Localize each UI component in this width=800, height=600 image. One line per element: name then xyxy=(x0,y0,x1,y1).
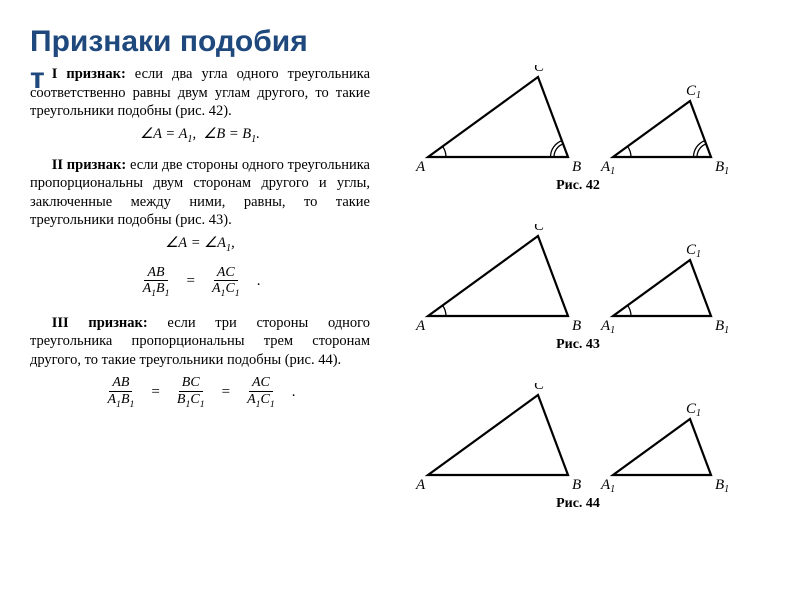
figure-44: A B C A1 B1 C1 Рис. 44 xyxy=(386,383,770,512)
svg-text:C1: C1 xyxy=(686,242,701,260)
criterion-3-fractions: AB A1B1 = BC B1C1 = AC A1C1 . xyxy=(30,375,370,410)
svg-text:B: B xyxy=(572,477,581,493)
figure-44-svg: A B C A1 B1 C1 xyxy=(403,383,753,493)
title-stray-char: т xyxy=(30,62,45,96)
figure-42-svg: A B C A1 B1 C1 xyxy=(403,65,753,175)
frac-ac-3: AC A1C1 xyxy=(244,375,278,410)
figure-44-caption: Рис. 44 xyxy=(556,496,600,512)
page-title: Признаки подобия xyxy=(30,25,770,59)
figure-42: A B C A1 B1 C1 Рис. 42 xyxy=(386,65,770,194)
period: . xyxy=(292,383,296,402)
figure-43: A B C A1 B1 C1 Рис. 43 xyxy=(386,224,770,353)
criterion-1-label: I признак: xyxy=(52,66,126,82)
frac-ab-3: AB A1B1 xyxy=(104,375,137,410)
criterion-3: III признак: если три стороны одного тре… xyxy=(30,314,370,370)
criterion-2: II признак: если две стороны одного треу… xyxy=(30,156,370,230)
svg-text:A1: A1 xyxy=(600,318,615,334)
svg-text:A1: A1 xyxy=(600,477,615,493)
criterion-1-formula: ∠A = A1, ∠B = B1. xyxy=(30,125,370,146)
text-column: I признак: если два угла одного треуголь… xyxy=(30,65,370,512)
frac-ab: AB A1B1 xyxy=(140,265,173,300)
criterion-2-label: II признак: xyxy=(52,157,126,173)
criterion-1: I признак: если два угла одного треуголь… xyxy=(30,65,370,121)
svg-text:A: A xyxy=(415,159,426,175)
equals-icon: = xyxy=(222,383,230,402)
equals-icon: = xyxy=(151,383,159,402)
figures-column: ABCA1B1C1 Рис. 42 ABCA1B1C1 Рис. 43 ABCA… xyxy=(386,65,770,512)
svg-text:C: C xyxy=(534,65,545,75)
svg-text:C1: C1 xyxy=(686,401,701,419)
svg-text:C1: C1 xyxy=(686,83,701,101)
svg-text:B1: B1 xyxy=(715,318,729,334)
svg-text:A: A xyxy=(415,477,426,493)
figure-43-svg: A B C A1 B1 C1 xyxy=(403,224,753,334)
svg-text:C: C xyxy=(534,383,545,393)
period: . xyxy=(257,272,261,291)
svg-text:A: A xyxy=(415,318,426,334)
svg-text:A1: A1 xyxy=(600,159,615,175)
figure-42-caption: Рис. 42 xyxy=(556,178,600,194)
criterion-2-formula-line: ∠A = ∠A1, xyxy=(30,234,370,255)
svg-text:B: B xyxy=(572,159,581,175)
frac-ac: AC A1C1 xyxy=(209,265,243,300)
svg-text:B: B xyxy=(572,318,581,334)
content-row: I признак: если два угла одного треуголь… xyxy=(30,65,770,512)
frac-bc-3: BC B1C1 xyxy=(174,375,208,410)
equals-icon: = xyxy=(187,272,195,291)
criterion-2-fractions: AB A1B1 = AC A1C1 . xyxy=(30,265,370,300)
svg-text:C: C xyxy=(534,224,545,234)
svg-text:B1: B1 xyxy=(715,477,729,493)
svg-text:B1: B1 xyxy=(715,159,729,175)
figure-43-caption: Рис. 43 xyxy=(556,337,600,353)
criterion-3-label: III признак: xyxy=(52,315,148,331)
